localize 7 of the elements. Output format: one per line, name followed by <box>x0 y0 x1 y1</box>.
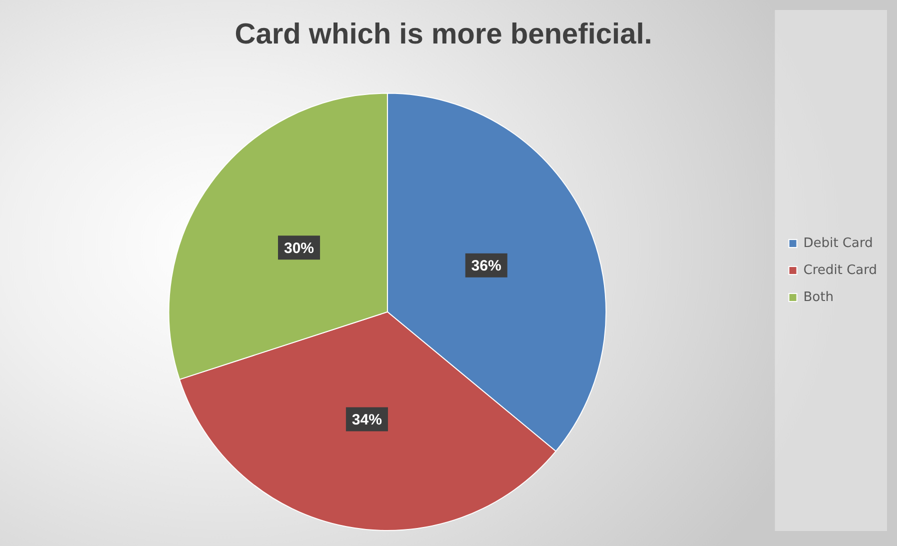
chart-title: Card which is more beneficial. <box>234 18 652 50</box>
legend-label: Both <box>803 290 834 305</box>
data-label: 34% <box>352 411 382 428</box>
data-label: 30% <box>284 240 314 257</box>
legend-label: Credit Card <box>803 262 877 278</box>
legend-label: Debit Card <box>803 236 873 251</box>
data-label: 36% <box>471 258 502 275</box>
